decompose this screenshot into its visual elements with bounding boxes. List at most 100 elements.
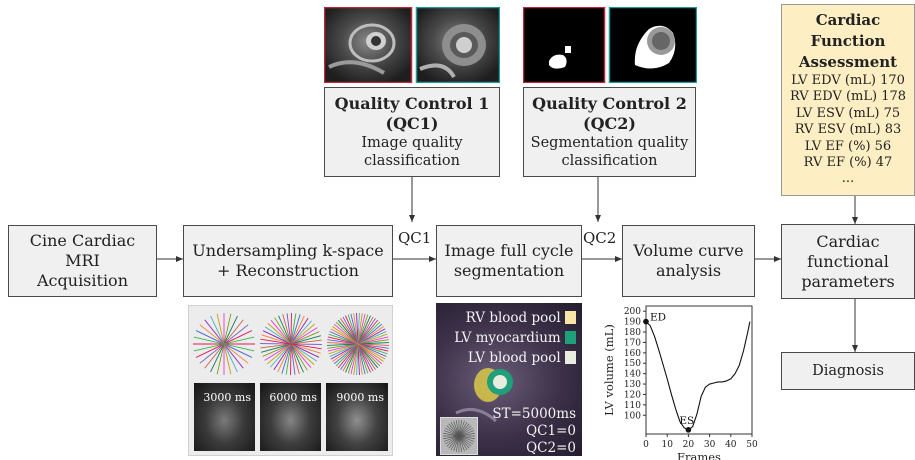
qc1-arrow-label: QC1 xyxy=(398,229,432,247)
legend-item: RV blood pool xyxy=(454,308,576,328)
legend-item: LV blood pool xyxy=(454,348,576,368)
functional-line-2: functional xyxy=(807,251,889,271)
y-tick-label: 170 xyxy=(624,338,641,348)
x-tick-label: 20 xyxy=(683,440,695,450)
assessment-title-2: Function xyxy=(810,32,886,50)
qc2-title: Quality Control 2 xyxy=(532,93,687,113)
diagnosis-label: Diagnosis xyxy=(812,362,884,379)
qc1-desc-2: classification xyxy=(364,153,460,169)
mini-radial-inset xyxy=(440,417,478,455)
recon-image-6000: 6000 ms xyxy=(260,383,321,451)
x-tick-label: 30 xyxy=(704,440,716,450)
annotation-point xyxy=(643,318,649,325)
qc2-desc-2: classification xyxy=(561,153,658,169)
acquisition-line-2: MRI xyxy=(65,251,100,270)
reconstruction-panel: 3000 ms 6000 ms 9000 ms xyxy=(188,305,393,456)
acquisition-line-1: Cine Cardiac xyxy=(29,231,136,250)
assessment-row: LV EF (%) 56 xyxy=(804,138,892,154)
stat-qc2: QC2=0 xyxy=(526,440,576,456)
qc1-box: Quality Control 1 (QC1) Image quality cl… xyxy=(324,87,500,177)
qc2-mask-thumbnails xyxy=(523,7,697,83)
qc2-arrow-label: QC2 xyxy=(583,229,617,247)
annotation-label: ES xyxy=(679,415,694,427)
qc2-desc-1: Segmentation quality xyxy=(530,134,689,151)
functional-line-3: parameters xyxy=(801,271,895,291)
radial-spoke xyxy=(330,328,386,360)
volume-box: Volume curve analysis xyxy=(622,225,755,297)
volume-series-line xyxy=(645,321,751,431)
y-tick-label: 140 xyxy=(624,370,641,380)
y-tick-label: 180 xyxy=(624,328,641,338)
radial-spoke xyxy=(260,338,322,350)
stat-st: ST=5000ms xyxy=(492,406,576,422)
recon-time-3000: 3000 ms xyxy=(203,391,251,404)
seg-legend: RV blood pool LV myocardium LV blood poo… xyxy=(454,308,576,368)
assessment-row: LV ESV (mL) 75 xyxy=(795,105,901,121)
y-tick-label: 120 xyxy=(624,390,641,400)
functional-box: Cardiac functional parameters xyxy=(781,224,915,299)
y-tick-label: 130 xyxy=(624,380,641,390)
y-tick-label: 110 xyxy=(624,401,641,411)
reconstruction-box: Undersampling k-space + Reconstruction xyxy=(183,225,393,297)
legend-item: LV myocardium xyxy=(454,328,576,348)
radial-spoke xyxy=(193,336,255,352)
annotation-label: ED xyxy=(650,312,666,324)
qc1-desc-1: Image quality xyxy=(361,134,463,151)
x-axis-label: Frames xyxy=(677,450,721,460)
recon-image-9000: 9000 ms xyxy=(326,383,388,451)
y-tick-label: 100 xyxy=(624,411,641,421)
qc1-mri-thumbnails xyxy=(324,7,500,83)
acquisition-box: Cine Cardiac MRI Acquisition xyxy=(8,225,157,297)
assessment-title-1: Cardiac xyxy=(815,11,881,29)
qc1-abbr: (QC1) xyxy=(385,113,439,133)
qc2-abbr: (QC2) xyxy=(583,113,636,133)
assessment-row: RV ESV (mL) 83 xyxy=(794,122,902,138)
y-tick-label: 200 xyxy=(624,307,641,317)
mini-spoke xyxy=(443,432,475,440)
overlay-heart-shapes xyxy=(455,368,513,423)
seg-stats: ST=5000ms QC1=0 QC2=0 xyxy=(492,406,576,456)
acquisition-line-3: Acquisition xyxy=(37,271,128,290)
assessment-box: Cardiac Function Assessment LV EDV (mL) … xyxy=(781,4,915,196)
x-tick-label: 40 xyxy=(725,440,737,450)
annotation-point xyxy=(685,427,692,433)
x-tick-label: 50 xyxy=(746,440,758,450)
qc2-box: Quality Control 2 (QC2) Segmentation qua… xyxy=(523,87,696,177)
x-tick-label: 0 xyxy=(643,440,649,450)
reconstruction-line-1: Undersampling k-space xyxy=(192,241,384,260)
legend-label: LV blood pool xyxy=(467,350,561,366)
assessment-row: RV EF (%) 47 xyxy=(803,154,893,170)
assessment-title-3: Assessment xyxy=(798,53,898,71)
assessment-row: ... xyxy=(841,171,855,187)
diagnosis-box: Diagnosis xyxy=(781,352,915,390)
assessment-row: LV EDV (mL) 170 xyxy=(791,73,905,88)
legend-swatch xyxy=(565,311,576,324)
functional-line-1: Cardiac xyxy=(816,231,880,251)
plot-frame xyxy=(645,305,753,435)
segmentation-line-2: segmentation xyxy=(453,261,565,280)
y-tick-label: 190 xyxy=(624,318,641,328)
recon-time-6000: 6000 ms xyxy=(269,391,317,404)
y-tick-label: 150 xyxy=(624,359,641,369)
segmentation-line-1: Image full cycle xyxy=(444,241,574,260)
stat-qc1: QC1=0 xyxy=(526,423,576,439)
qc1-title: Quality Control 1 xyxy=(334,93,490,113)
segmentation-overlay-panel: RV blood pool LV myocardium LV blood poo… xyxy=(436,303,582,456)
recon-image-3000: 3000 ms xyxy=(194,383,255,451)
lv-volume-chart: 0 10 20 30 40 50 10011012013014015016017018019… xyxy=(602,305,758,460)
recon-time-9000: 9000 ms xyxy=(336,391,384,404)
reconstruction-line-2: + Reconstruction xyxy=(217,261,359,280)
volume-line-2: analysis xyxy=(655,261,722,280)
mask-thumb-bad xyxy=(523,7,606,83)
legend-label: RV blood pool xyxy=(465,310,561,326)
volume-line-1: Volume curve xyxy=(633,241,744,260)
y-tick-label: 160 xyxy=(624,349,641,359)
legend-swatch xyxy=(565,331,576,344)
x-tick-label: 10 xyxy=(661,440,673,450)
legend-label: LV myocardium xyxy=(454,330,561,346)
y-axis-label: LV volume (mL) xyxy=(602,324,616,416)
segmentation-box: Image full cycle segmentation xyxy=(436,225,582,297)
radial-sampling-patterns xyxy=(193,312,389,376)
